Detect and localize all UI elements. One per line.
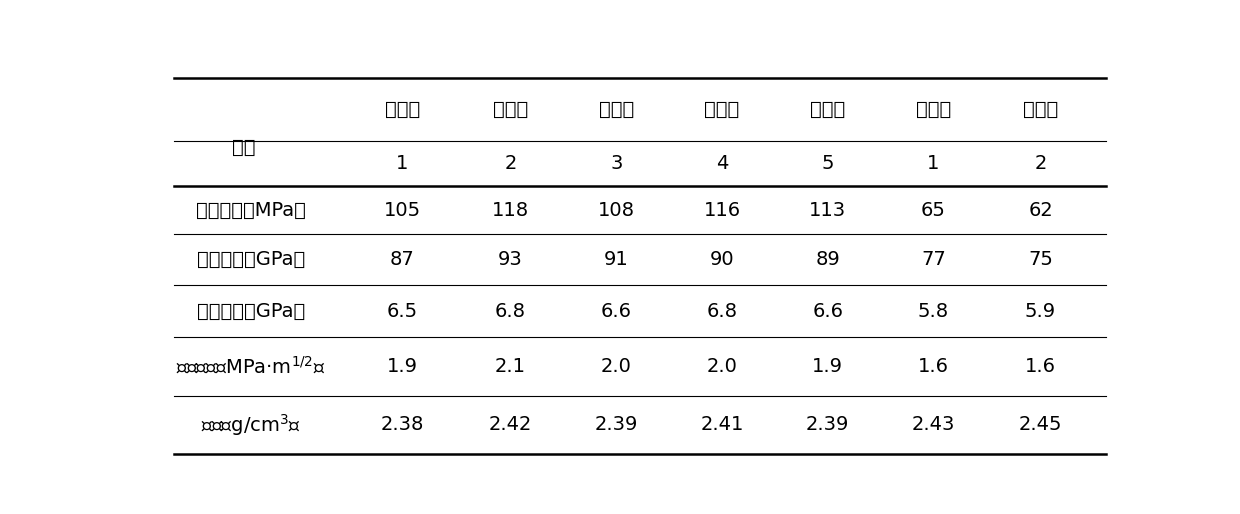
Text: 5.9: 5.9: [1025, 302, 1056, 321]
Text: 实施例: 实施例: [384, 100, 420, 119]
Text: 2: 2: [1034, 154, 1047, 173]
Text: 6.6: 6.6: [812, 302, 843, 321]
Text: 对比例: 对比例: [916, 100, 951, 119]
Text: 87: 87: [391, 250, 415, 269]
Text: 5.8: 5.8: [918, 302, 949, 321]
Text: 断裂韧性（MPa·m$^{1/2}$）: 断裂韧性（MPa·m$^{1/2}$）: [176, 356, 326, 377]
Text: 实施例: 实施例: [810, 100, 846, 119]
Text: 1: 1: [928, 154, 940, 173]
Text: 弹性模量（GPa）: 弹性模量（GPa）: [197, 250, 305, 269]
Text: 实施例: 实施例: [599, 100, 634, 119]
Text: 2.38: 2.38: [381, 415, 424, 434]
Text: 6.5: 6.5: [387, 302, 418, 321]
Text: 1.9: 1.9: [812, 357, 843, 376]
Text: 6.8: 6.8: [495, 302, 526, 321]
Text: 108: 108: [598, 200, 635, 219]
Text: 1.9: 1.9: [387, 357, 418, 376]
Text: 2.39: 2.39: [595, 415, 637, 434]
Text: 89: 89: [816, 250, 839, 269]
Text: 对比例: 对比例: [1023, 100, 1058, 119]
Text: 91: 91: [604, 250, 629, 269]
Text: 密度（g/cm$^{3}$）: 密度（g/cm$^{3}$）: [201, 412, 301, 438]
Text: 105: 105: [384, 200, 422, 219]
Text: 62: 62: [1028, 200, 1053, 219]
Text: 6.6: 6.6: [600, 302, 631, 321]
Text: 2.41: 2.41: [701, 415, 744, 434]
Text: 1.6: 1.6: [918, 357, 949, 376]
Text: 抗弯强度（MPa）: 抗弯强度（MPa）: [196, 200, 306, 219]
Text: 性能: 性能: [232, 138, 255, 157]
Text: 75: 75: [1028, 250, 1053, 269]
Text: 113: 113: [810, 200, 846, 219]
Text: 6.8: 6.8: [707, 302, 738, 321]
Text: 实施例: 实施例: [704, 100, 739, 119]
Text: 2.1: 2.1: [495, 357, 526, 376]
Text: 65: 65: [921, 200, 946, 219]
Text: 1: 1: [397, 154, 409, 173]
Text: 5: 5: [821, 154, 835, 173]
Text: 116: 116: [703, 200, 740, 219]
Text: 1.6: 1.6: [1025, 357, 1056, 376]
Text: 2.42: 2.42: [489, 415, 532, 434]
Text: 3: 3: [610, 154, 622, 173]
Text: 2.45: 2.45: [1019, 415, 1063, 434]
Text: 2.39: 2.39: [806, 415, 849, 434]
Text: 2.0: 2.0: [601, 357, 631, 376]
Text: 2.0: 2.0: [707, 357, 738, 376]
Text: 显微硬度（GPa）: 显微硬度（GPa）: [197, 302, 305, 321]
Text: 2: 2: [505, 154, 517, 173]
Text: 90: 90: [709, 250, 734, 269]
Text: 93: 93: [498, 250, 523, 269]
Text: 实施例: 实施例: [494, 100, 528, 119]
Text: 118: 118: [492, 200, 529, 219]
Text: 77: 77: [921, 250, 946, 269]
Text: 4: 4: [715, 154, 728, 173]
Text: 2.43: 2.43: [911, 415, 955, 434]
